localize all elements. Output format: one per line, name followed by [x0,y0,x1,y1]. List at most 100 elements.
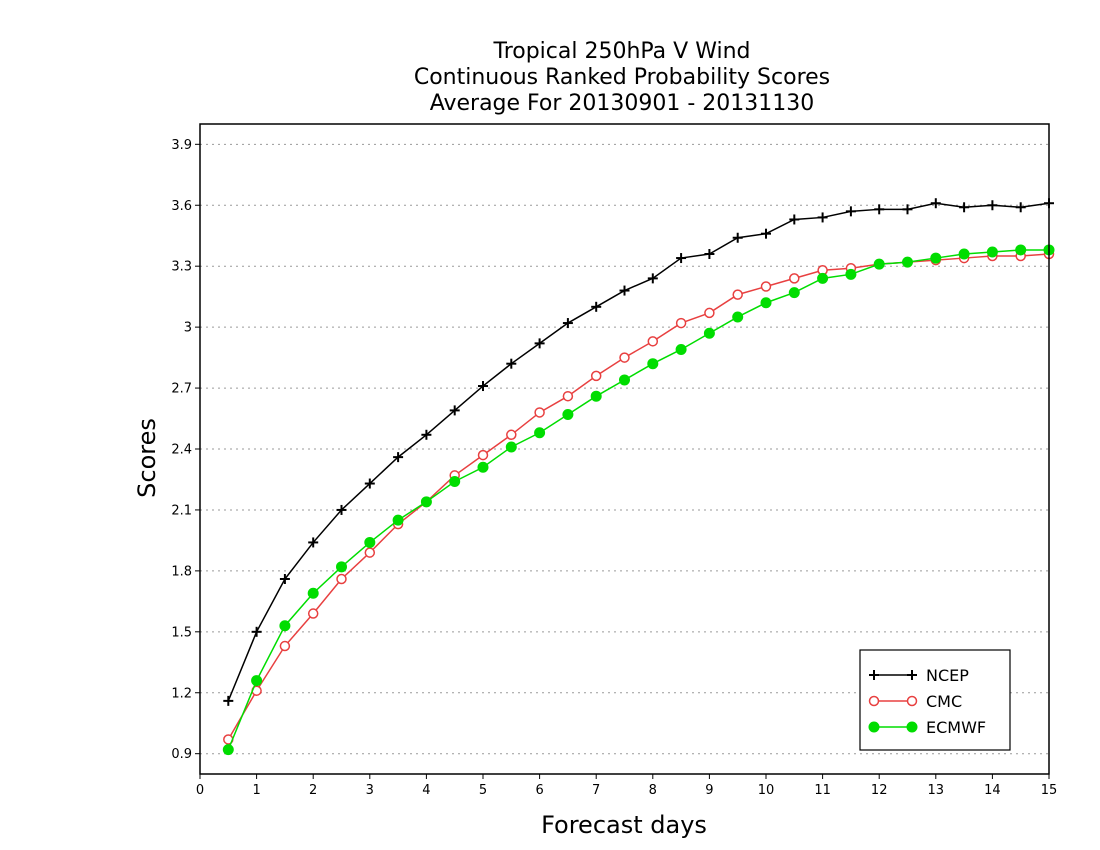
data-point-ecmwf [392,514,404,526]
data-point-ncep [874,204,885,215]
legend-entry-cmc: CMC [868,692,962,711]
data-point-ecmwf [251,675,263,687]
x-tick-label: 6 [535,783,543,798]
x-tick-label: 2 [309,783,317,798]
plot-frame [199,123,1050,775]
data-point-ecmwf [703,327,715,339]
data-point-ncep [279,574,290,584]
y-tick-label: 2.1 [171,503,192,518]
y-axis-title: Scores [133,418,161,498]
y-tick-label: 2.7 [171,382,192,397]
legend-marker [906,695,918,707]
data-point-ecmwf [336,561,347,573]
data-point-ncep [251,626,262,637]
data-point-cmc [704,307,715,319]
legend-label-ncep: NCEP [926,666,969,685]
data-point-ncep [845,206,856,217]
data-point-ncep [336,504,347,515]
x-tick-label: 10 [758,783,775,798]
data-point-ecmwf [845,268,857,280]
data-point-ncep [987,200,998,211]
legend-marker [868,721,880,733]
data-point-ecmwf [732,311,744,323]
data-point-ecmwf [449,476,461,487]
series-line-ncep [227,202,1050,702]
legend: NCEP CMC ECMWF [859,649,1011,751]
data-point-ecmwf [760,297,772,309]
data-point-ncep [789,214,800,225]
legend-marker [868,695,880,707]
data-point-ncep [817,212,828,223]
data-point-cmc [590,370,602,382]
y-tick-label: 1.8 [171,564,192,579]
data-point-ncep [364,478,375,489]
legend-label-ecmwf: ECMWF [926,718,986,737]
data-point-ecmwf [364,536,376,548]
data-point-ncep [478,381,488,392]
data-point-ncep [676,253,687,264]
data-point-ncep [647,273,658,284]
x-tick-label: 12 [871,783,888,798]
data-point-ecmwf [930,252,942,264]
legend-box [859,649,1011,751]
data-point-cmc [562,390,574,402]
x-tick-label: 4 [422,783,430,798]
chart-title-line-2: Continuous Ranked Probability Scores [414,65,830,90]
x-tick-label: 1 [252,783,260,798]
data-point-ncep [619,285,630,296]
data-point-ncep [732,232,743,243]
data-point-ecmwf [590,390,602,402]
y-tick-label: 3.3 [171,260,192,275]
y-tick-label: 1.2 [171,686,192,701]
data-point-ncep [902,204,913,215]
x-tick-label: 11 [814,783,831,798]
data-point-ecmwf [420,496,432,508]
data-point-ncep [959,202,970,213]
data-point-cmc [619,352,630,363]
data-point-ecmwf [1015,244,1027,256]
data-point-cmc [675,317,687,329]
y-tick-label: 3.6 [171,199,192,214]
data-point-ecmwf [619,374,630,386]
data-point-cmc [477,449,489,461]
data-point-ecmwf [562,408,574,420]
data-point-ncep [308,537,319,548]
x-tick-label: 7 [592,783,600,798]
series-ncep [223,198,1054,706]
legend-entry-ecmwf: ECMWF [868,718,986,737]
legend-marker [869,670,879,680]
data-point-ecmwf [958,248,970,260]
data-point-cmc [760,281,772,292]
data-point-ecmwf [505,441,517,453]
y-axis: 0.9 1.2 1.5 1.8 2.1 2.4 2.7 3 3.3 3.6 3.9 [171,138,200,762]
data-point-ecmwf [788,287,800,299]
data-point-ecmwf [477,461,489,473]
data-point-ncep [704,249,715,259]
legend-label-cmc: CMC [926,692,962,711]
data-point-ecmwf [986,246,998,258]
data-point-cmc [336,573,347,585]
data-point-cmc [647,336,659,347]
data-point-cmc [732,289,743,300]
x-tick-label: 9 [705,783,713,798]
data-point-cmc [789,273,800,284]
data-point-ncep [449,405,460,416]
chart-title-line-1: Tropical 250hPa V Wind [492,39,750,64]
x-axis: 0 1 2 3 4 5 6 7 8 9 10 11 12 13 14 15 [196,774,1057,798]
data-point-ncep [223,695,234,706]
data-point-ncep [393,452,404,463]
data-point-ecmwf [534,427,546,439]
y-tick-label: 3.9 [171,138,192,153]
data-point-ncep [761,228,771,239]
chart-title: Tropical 250hPa V Wind Continuous Ranked… [414,39,830,116]
x-tick-label: 0 [196,783,204,798]
data-point-ecmwf [307,587,319,599]
x-tick-label: 14 [984,783,1001,798]
data-point-ncep [534,338,545,349]
data-point-ncep [421,429,432,440]
x-tick-label: 8 [649,783,657,798]
data-point-ncep [1015,202,1026,213]
data-point-ncep [562,318,573,329]
data-point-cmc [307,608,319,619]
